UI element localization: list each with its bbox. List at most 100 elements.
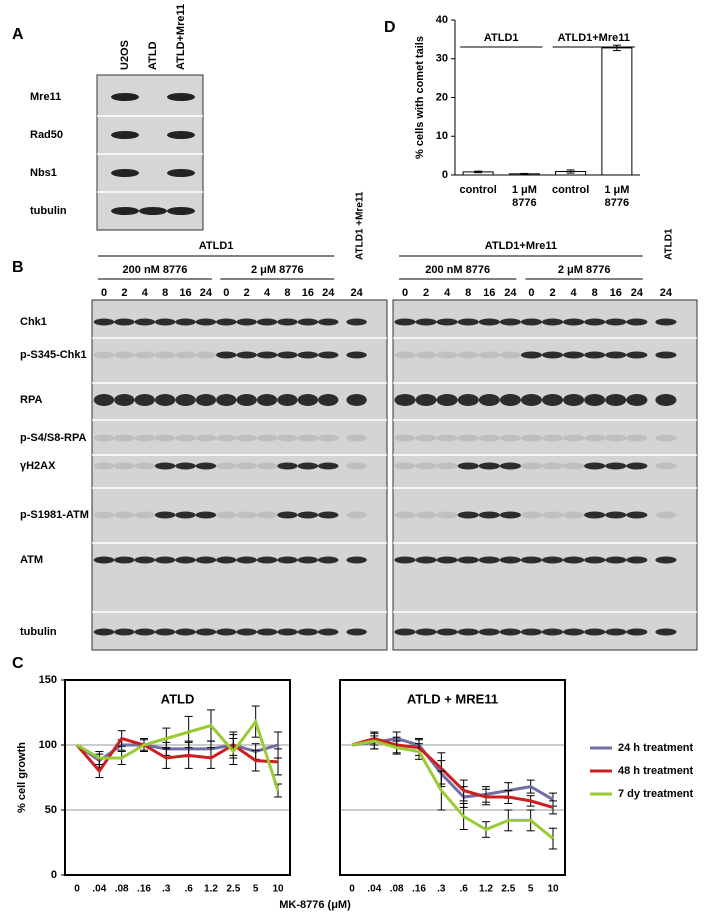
time-label: 2 <box>423 287 429 299</box>
band <box>542 318 564 326</box>
dose-label: 2 μM 8776 <box>558 264 611 276</box>
band <box>520 318 542 326</box>
time-label: 4 <box>571 287 578 299</box>
band <box>195 394 217 406</box>
row-label: γH2AX <box>20 460 56 472</box>
band <box>394 318 416 326</box>
band <box>297 318 319 326</box>
time-label: 24 <box>200 287 213 299</box>
band <box>478 318 500 326</box>
band <box>655 628 677 636</box>
time-label: 0 <box>101 287 107 299</box>
time-label: 16 <box>483 287 495 299</box>
band <box>394 434 416 442</box>
x-tick-label: 1.2 <box>479 884 493 895</box>
band <box>499 628 521 636</box>
band <box>520 351 542 359</box>
control-label: ATLD1 <box>664 228 675 260</box>
band <box>436 462 458 470</box>
time-label: 0 <box>402 287 408 299</box>
band <box>297 434 319 442</box>
x-tick-label: 5 <box>528 884 534 895</box>
band <box>394 511 416 519</box>
time-label: 24 <box>322 287 335 299</box>
band <box>542 628 564 636</box>
band <box>297 628 319 636</box>
band <box>436 628 458 636</box>
x-tick-label: control <box>552 184 589 196</box>
band <box>584 556 606 564</box>
band <box>195 511 217 519</box>
band <box>542 351 564 359</box>
band <box>139 207 167 215</box>
series-line <box>351 736 554 801</box>
band <box>520 394 542 406</box>
band <box>175 351 196 359</box>
band <box>167 169 195 177</box>
x-axis-label: MK-8776 (μM) <box>279 899 351 911</box>
band <box>436 556 458 564</box>
band <box>111 207 139 215</box>
panel-label: D <box>384 19 396 36</box>
band <box>563 434 585 442</box>
band <box>563 556 585 564</box>
band <box>134 318 155 326</box>
band <box>216 628 237 636</box>
band <box>655 462 677 470</box>
x-tick-label: 5 <box>253 884 259 895</box>
band <box>167 131 195 139</box>
band <box>134 556 155 564</box>
band <box>605 434 627 442</box>
band <box>626 318 648 326</box>
band <box>111 93 139 101</box>
band <box>520 462 542 470</box>
band <box>457 511 479 519</box>
x-tick-label: .6 <box>459 884 468 895</box>
band <box>605 511 627 519</box>
band <box>457 462 479 470</box>
time-label: 24 <box>350 287 363 299</box>
band <box>415 394 437 406</box>
band <box>93 394 115 406</box>
band <box>542 394 564 406</box>
band <box>655 434 677 442</box>
lane-label: ATLD <box>147 41 159 70</box>
band <box>175 394 196 406</box>
band <box>256 434 278 442</box>
time-label: 4 <box>264 287 271 299</box>
band <box>520 628 542 636</box>
band <box>134 511 155 519</box>
band <box>563 511 585 519</box>
panel-label: C <box>12 655 24 672</box>
control-label: ATLD1 +Mre11 <box>354 191 365 260</box>
x-tick-label: .16 <box>412 884 426 895</box>
band <box>415 351 437 359</box>
row-label: Nbs1 <box>30 167 57 179</box>
x-tick-label: .3 <box>437 884 446 895</box>
panel-label: A <box>12 26 24 43</box>
row-label: p-S1981-ATM <box>20 509 89 521</box>
band <box>297 556 319 564</box>
band <box>318 556 339 564</box>
band <box>478 511 500 519</box>
time-label: 2 <box>549 287 555 299</box>
time-label: 2 <box>244 287 250 299</box>
chart-title: ATLD <box>161 691 195 706</box>
band <box>520 511 542 519</box>
band <box>655 511 677 519</box>
band <box>236 462 257 470</box>
band <box>195 556 217 564</box>
band <box>605 556 627 564</box>
band <box>499 318 521 326</box>
band <box>154 434 176 442</box>
y-axis-label: % cell growth <box>16 742 28 813</box>
band <box>93 434 115 442</box>
band <box>478 351 500 359</box>
band <box>256 462 278 470</box>
legend-label: 7 dy treatment <box>618 788 694 800</box>
band <box>297 351 319 359</box>
band <box>111 131 139 139</box>
y-tick-label: 20 <box>436 91 448 103</box>
band <box>195 351 217 359</box>
